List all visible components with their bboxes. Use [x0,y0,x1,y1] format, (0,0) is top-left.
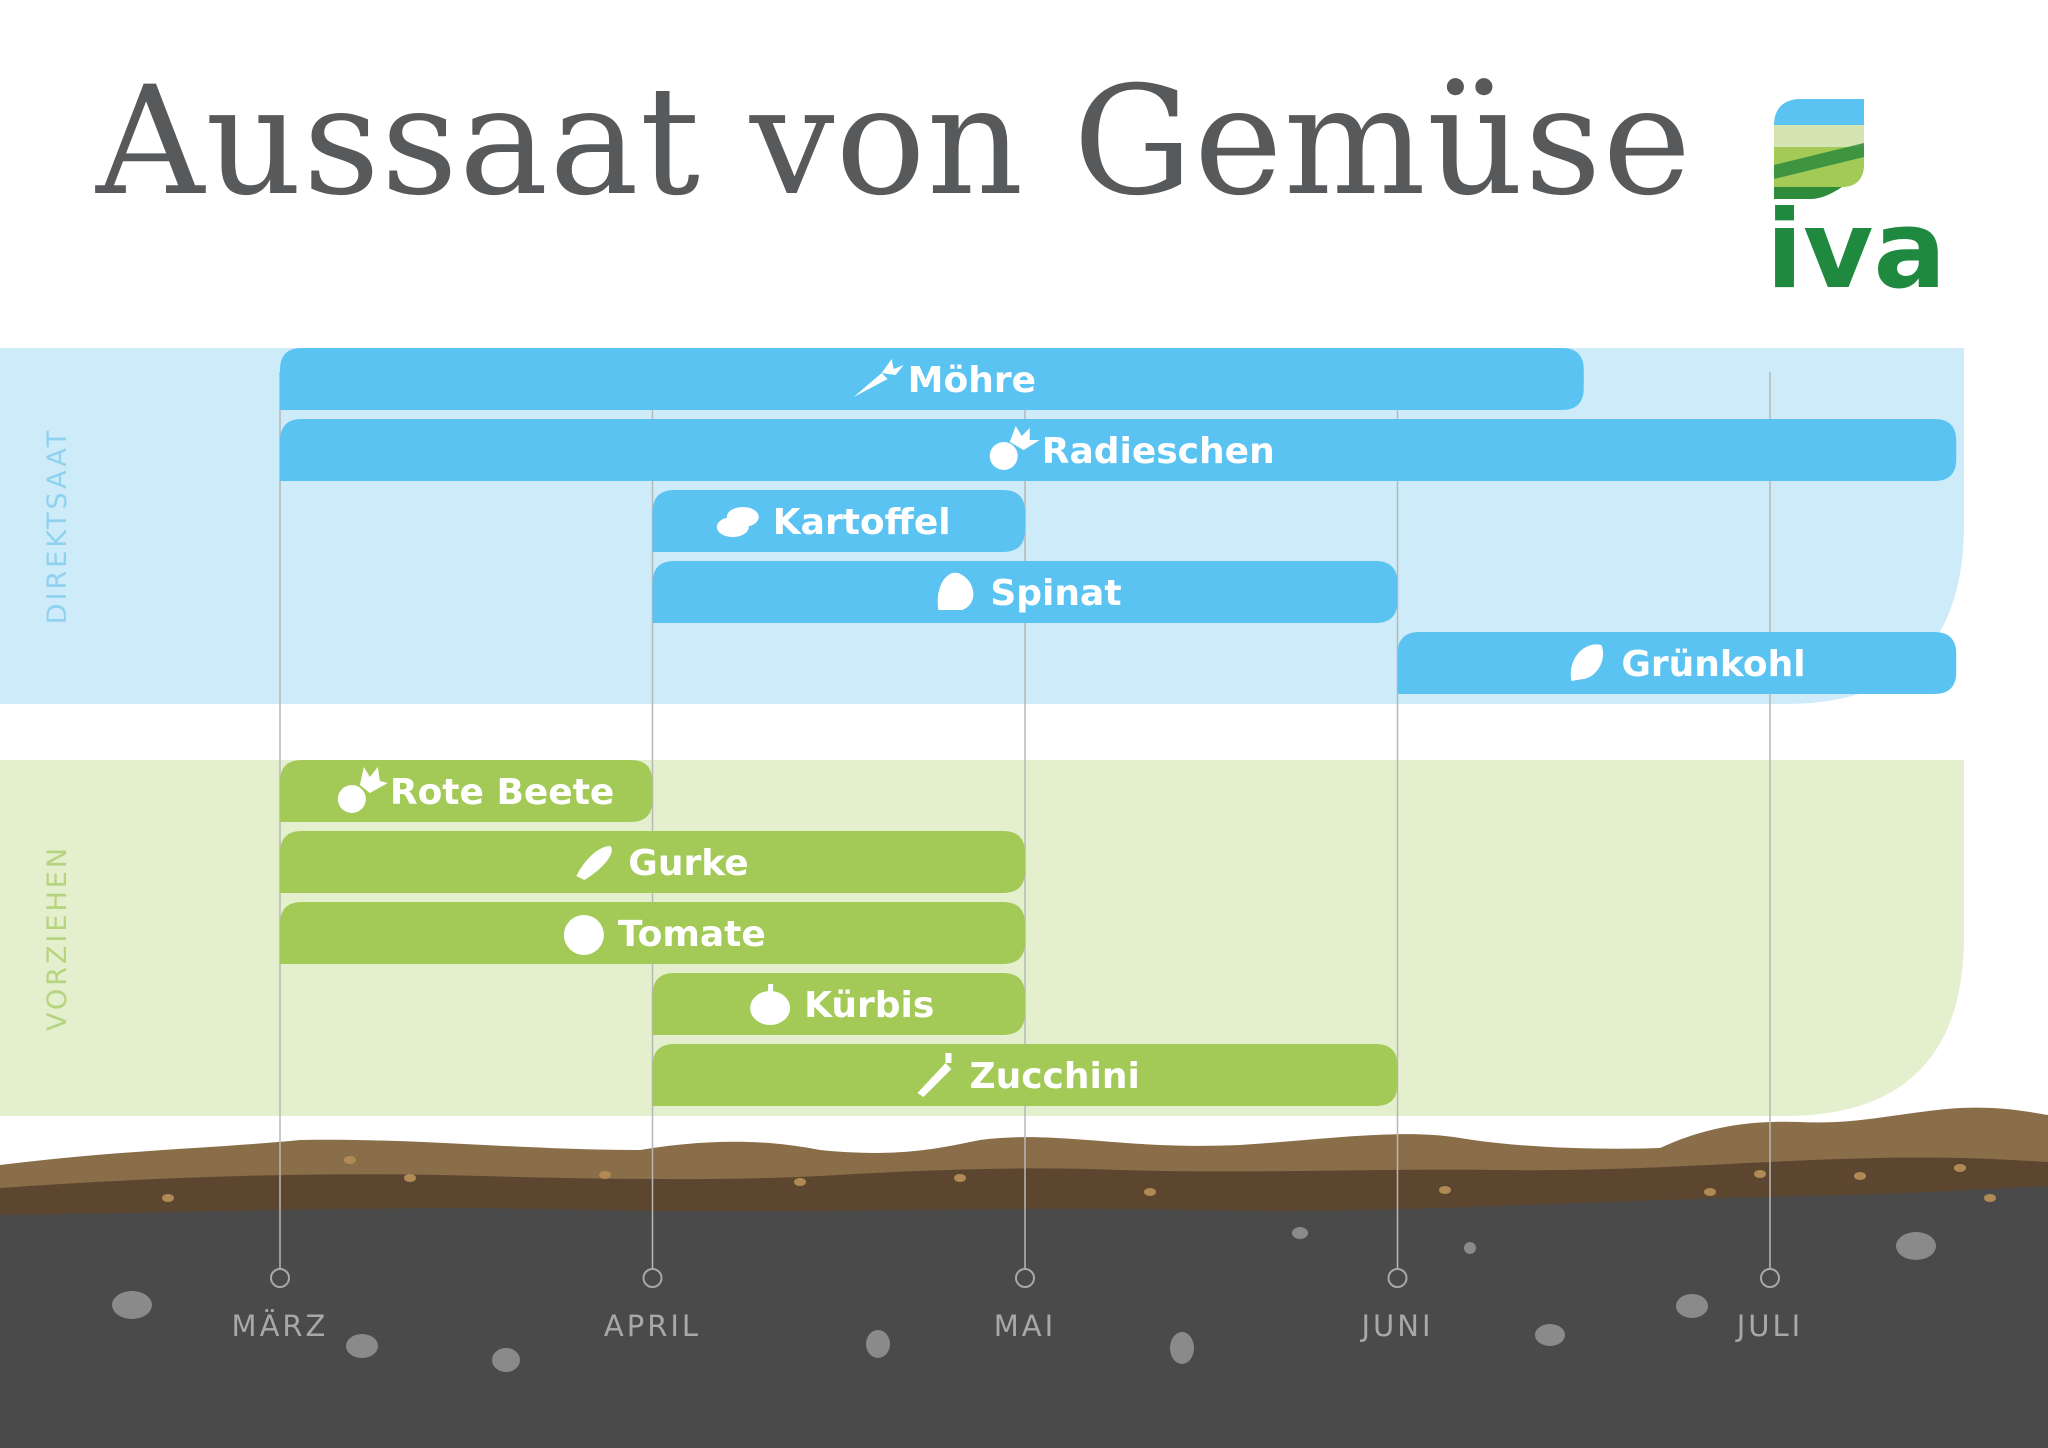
pebble [344,1156,356,1164]
bar-label: Möhre [908,360,1036,401]
bar-label: Radieschen [1042,431,1275,472]
month-marker [1387,1268,1408,1288]
pebble [1854,1172,1866,1180]
stone [346,1334,378,1358]
month-label: MAI [994,1309,1056,1343]
bar-rect [652,973,1025,1035]
stone [1676,1294,1708,1318]
pebble [1439,1186,1451,1194]
bar-label: Grünkohl [1621,644,1805,685]
month-label: JUNI [1359,1309,1433,1343]
pebble [1984,1194,1996,1202]
pebble [404,1174,416,1182]
bar-rect [280,902,1025,964]
month-marker [1760,1268,1780,1288]
month-marker [642,1268,663,1288]
bar-label: Gurke [628,843,748,884]
pebble [954,1174,966,1182]
bar-möhre: Möhre [280,348,1584,410]
kale-icon [1570,644,1604,681]
pebble [1954,1164,1966,1172]
bar-radieschen: Radieschen [280,419,1957,481]
stone [1464,1242,1476,1254]
bar-kürbis: Kürbis [652,973,1025,1035]
bar-label: Tomate [618,914,766,955]
stone [112,1291,152,1319]
iva-logo: iva [1770,99,1946,295]
bar-rote-beete: Rote Beete [280,760,653,822]
logo-emblem [1774,99,1864,199]
pumpkin-icon [750,984,791,1025]
stone [1535,1324,1565,1346]
bar-rect [652,561,1398,623]
bar-rect [652,490,1025,552]
month-label: MÄRZ [232,1309,329,1343]
pebble [1704,1188,1716,1196]
bar-rect [280,348,1584,410]
group-label: DIREKTSAAT [42,428,73,624]
month-marker [1015,1268,1035,1288]
bar-rect [280,831,1025,893]
tomato-icon [563,915,604,955]
carrot-icon [853,359,904,397]
bar-spinat: Spinat [652,561,1398,623]
bar-label: Spinat [990,573,1121,614]
month-label: APRIL [604,1309,701,1343]
bar-rect [652,1044,1398,1106]
stone [1170,1332,1194,1364]
group-label: VORZIEHEN [42,845,73,1031]
logo-text: iva [1770,188,1946,295]
bar-rect [280,419,1957,481]
stone [1292,1227,1308,1239]
stone [866,1330,890,1358]
potato-icon [716,507,759,537]
radish-icon [989,426,1040,470]
bar-tomate: Tomate [280,902,1025,964]
stone [492,1348,520,1372]
month-marker [270,1268,290,1288]
month-label: JULI [1735,1309,1804,1343]
pebble [1754,1170,1766,1178]
stone [1896,1232,1936,1260]
soil-bottom-layer [0,1186,2048,1448]
bar-kartoffel: Kartoffel [652,490,1025,552]
bar-grünkohl: Grünkohl [1397,632,1957,694]
bar-zucchini: Zucchini [652,1044,1398,1106]
pebble [794,1178,806,1186]
beetroot-icon [337,767,388,813]
bar-gurke: Gurke [280,831,1025,893]
cucumber-icon [576,846,612,880]
page-title: Aussaat von Gemüse [96,55,1693,229]
pebble [599,1171,611,1179]
bar-label: Kartoffel [773,502,951,543]
zucchini-icon [917,1053,952,1097]
bar-label: Rote Beete [390,772,615,813]
bar-label: Kürbis [804,985,934,1026]
spinach-icon [937,572,974,610]
bar-rect [1397,632,1957,694]
pebble [1144,1188,1156,1196]
bar-label: Zucchini [969,1056,1139,1097]
pebble [162,1194,174,1202]
